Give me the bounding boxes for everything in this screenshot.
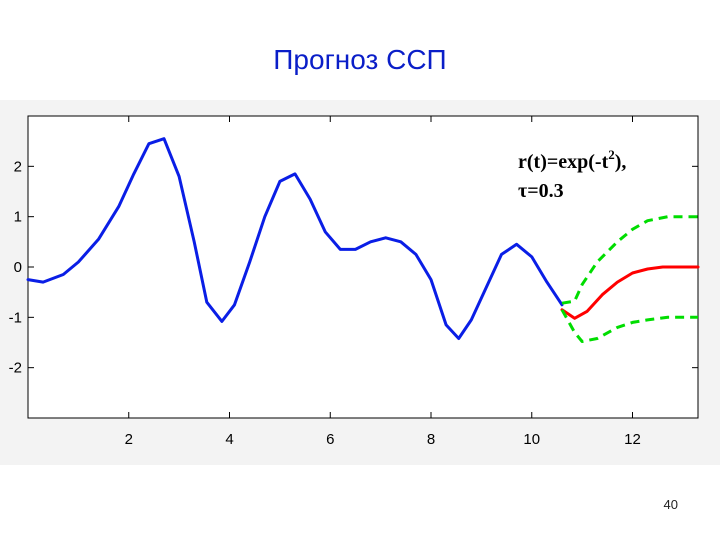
x-tick-label: 4 [225,431,233,448]
plot-area [27,115,699,419]
x-tick-label: 10 [523,431,540,448]
series-line-observed [26,137,564,340]
y-tick-label: -2 [9,360,22,377]
series-line-forecast [560,265,700,320]
x-tick-label: 8 [427,431,435,448]
x-tick-label: 2 [125,431,133,448]
annotation-line2: τ=0.3 [518,180,564,202]
y-tick-label: 1 [14,209,22,226]
series-line-upper-bound [561,215,698,305]
series-lines [26,137,700,343]
annotation-line1: r(t)=exp(-t2), [518,147,626,173]
series-line-lower-bound [560,309,698,343]
y-tick-label: -1 [9,309,22,326]
y-tick-label: 2 [14,158,22,175]
x-tick-label: 6 [326,431,334,448]
x-tick-label: 12 [624,431,641,448]
y-tick-label: 0 [14,259,22,276]
page-number: 40 [663,497,678,512]
slide-title: Прогноз ССП [273,44,447,75]
